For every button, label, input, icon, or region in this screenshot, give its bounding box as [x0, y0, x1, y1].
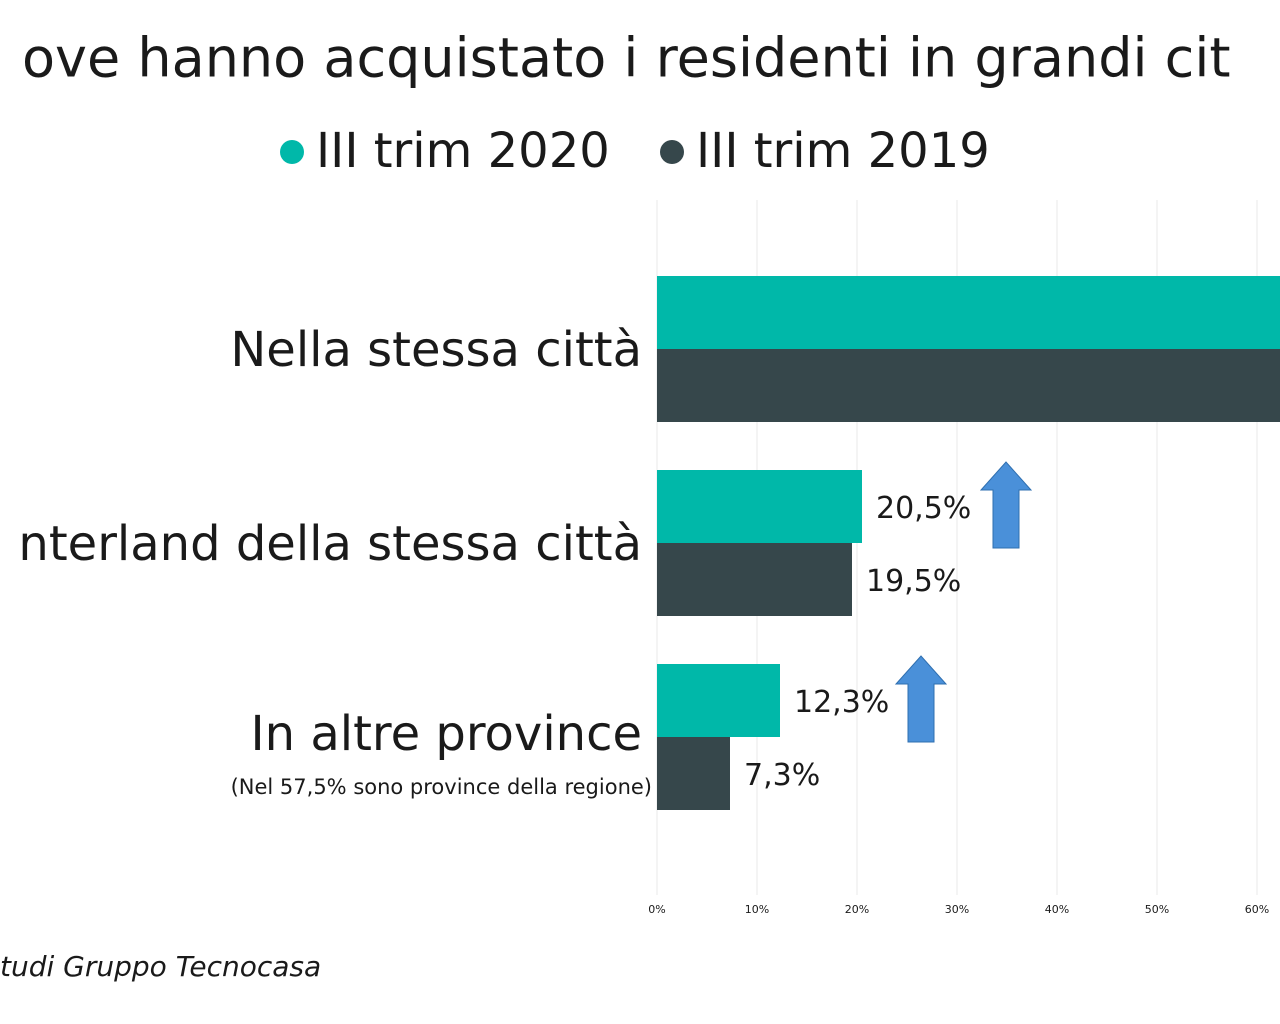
x-tick-label: 10%: [745, 903, 769, 916]
bar: [657, 349, 1280, 422]
value-label: 7,3%: [744, 758, 820, 793]
bar: [657, 737, 730, 810]
x-tick-label: 20%: [845, 903, 869, 916]
legend-marker: [660, 140, 684, 164]
category-label: nterland della stessa città: [18, 516, 642, 572]
category-label: Nella stessa città: [230, 322, 642, 378]
x-tick-label: 50%: [1145, 903, 1169, 916]
legend-marker: [280, 140, 304, 164]
chart-title: ove hanno acquistato i residenti in gran…: [22, 27, 1231, 90]
legend-label: III trim 2019: [696, 123, 990, 179]
bar: [657, 664, 780, 737]
bar: [657, 543, 852, 616]
category-label: In altre province: [251, 706, 642, 762]
bar: [657, 276, 1280, 349]
category-note: (Nel 57,5% sono province della regione): [231, 775, 652, 799]
x-tick-label: 40%: [1045, 903, 1069, 916]
x-tick-label: 30%: [945, 903, 969, 916]
x-tick-label: 60%: [1245, 903, 1269, 916]
x-tick-label: 0%: [648, 903, 665, 916]
value-label: 12,3%: [794, 685, 889, 720]
value-label: 20,5%: [876, 491, 971, 526]
trend-arrow: [894, 655, 948, 743]
value-label: 19,5%: [866, 564, 961, 599]
bar: [657, 470, 862, 543]
source: tudi Gruppo Tecnocasa: [0, 950, 321, 983]
trend-arrow: [979, 461, 1033, 549]
legend-label: III trim 2020: [316, 123, 610, 179]
